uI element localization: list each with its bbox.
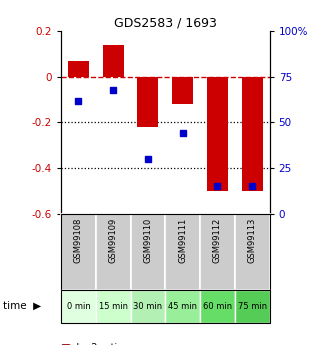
Bar <box>96 214 131 290</box>
Bar <box>61 214 96 290</box>
Bar <box>165 214 200 290</box>
Bar <box>103 45 124 77</box>
Bar <box>235 290 270 323</box>
Text: GSM99111: GSM99111 <box>178 218 187 263</box>
Text: 60 min: 60 min <box>203 302 232 311</box>
Bar <box>172 77 193 104</box>
Bar <box>137 77 158 127</box>
Text: GSM99113: GSM99113 <box>248 218 257 263</box>
Text: 15 min: 15 min <box>99 302 128 311</box>
Text: 0 min: 0 min <box>66 302 90 311</box>
Text: ■: ■ <box>61 344 70 345</box>
Bar <box>165 290 200 323</box>
Bar <box>200 214 235 290</box>
Bar <box>200 290 235 323</box>
Text: 45 min: 45 min <box>168 302 197 311</box>
Bar <box>131 290 165 323</box>
Text: 75 min: 75 min <box>238 302 267 311</box>
Bar <box>68 61 89 77</box>
Text: GSM99112: GSM99112 <box>213 218 222 263</box>
Bar <box>235 214 270 290</box>
Bar <box>207 77 228 191</box>
Bar <box>96 290 131 323</box>
Text: ■  log2 ratio: ■ log2 ratio <box>61 344 123 345</box>
Text: time  ▶: time ▶ <box>3 301 41 311</box>
Text: 30 min: 30 min <box>133 302 162 311</box>
Text: GSM99109: GSM99109 <box>108 218 118 263</box>
Title: GDS2583 / 1693: GDS2583 / 1693 <box>114 17 217 30</box>
Text: GSM99108: GSM99108 <box>74 218 83 263</box>
Bar <box>131 214 165 290</box>
Bar <box>242 77 263 191</box>
Bar <box>61 290 96 323</box>
Text: GSM99110: GSM99110 <box>143 218 152 263</box>
